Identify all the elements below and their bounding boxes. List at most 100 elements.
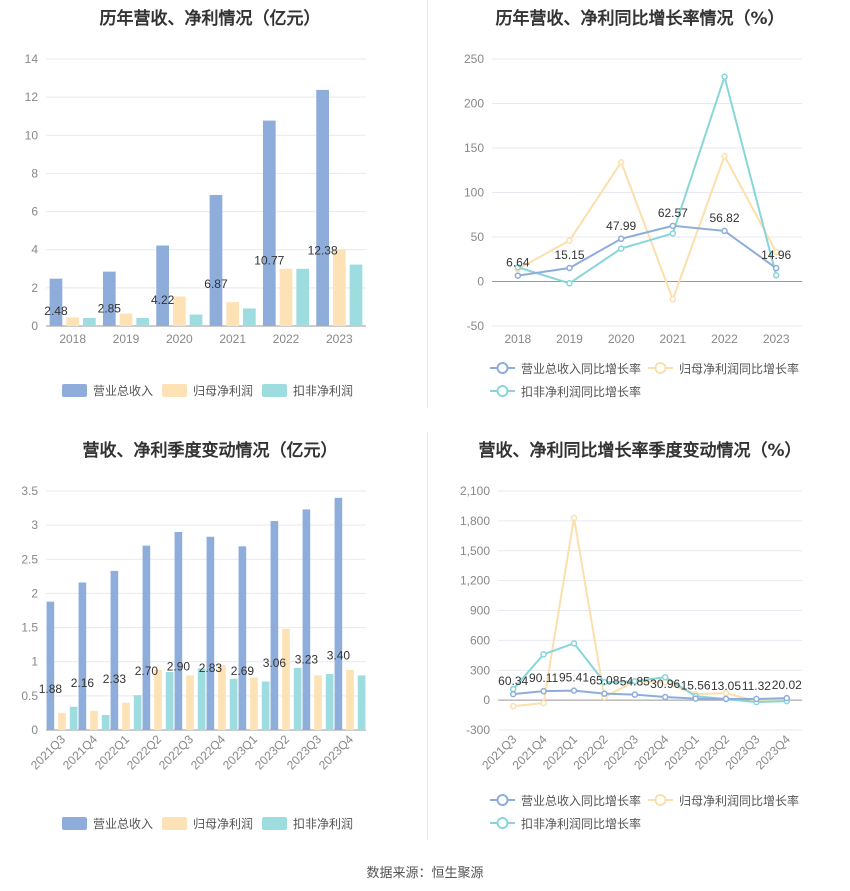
x-tick-label: 2023Q4	[753, 732, 793, 772]
y-tick-label: 6	[31, 205, 38, 219]
legend-label: 营业总收入	[93, 384, 153, 398]
x-tick-label: 2022	[273, 332, 300, 346]
legend-swatch	[262, 384, 287, 397]
data-source: 数据来源：恒生聚源	[366, 866, 484, 881]
divider-vertical	[427, 0, 428, 408]
y-tick-label: 150	[464, 141, 484, 155]
data-label: 4.22	[151, 293, 175, 307]
y-tick-label: 1	[31, 655, 38, 669]
series-line	[517, 153, 778, 303]
data-point	[570, 687, 578, 694]
bar-net-profit	[186, 675, 194, 730]
chart-title: 历年营收、净利情况（亿元）	[99, 9, 321, 29]
bar-revenue	[46, 601, 55, 730]
legend-label: 归母净利润同比增长率	[679, 361, 799, 376]
bar-net-profit	[279, 268, 293, 326]
data-label: 30.96	[650, 677, 680, 691]
quarterly-growth-chart: -30003006009001,2001,5001,8002,1002021Q3…	[460, 484, 802, 831]
bar-revenue	[302, 509, 311, 730]
data-label: 6.87	[204, 277, 228, 291]
bar-deducted-net-profit	[165, 671, 174, 730]
bar-net-profit	[218, 665, 226, 730]
data-label: 14.96	[761, 248, 791, 262]
data-label: 15.56	[681, 679, 711, 693]
data-point	[661, 673, 669, 681]
bar-deducted-net-profit	[349, 264, 363, 326]
x-tick-label: 2023Q1	[220, 732, 260, 772]
y-tick-label: 1.5	[21, 621, 38, 635]
bar-net-profit	[90, 710, 98, 730]
legend-label: 归母净利润	[193, 817, 253, 831]
data-label: 2.83	[199, 661, 223, 675]
x-tick-label: 2021	[219, 332, 246, 346]
data-label: 13.05	[711, 679, 741, 693]
bar-net-profit	[346, 669, 354, 730]
legend-swatch	[162, 817, 187, 830]
series-line	[513, 689, 787, 700]
bar-revenue	[49, 278, 63, 326]
legend-marker	[654, 362, 667, 374]
y-tick-label: 250	[464, 52, 484, 66]
x-tick-label: 2021Q3	[28, 732, 68, 772]
data-label: 3.23	[295, 652, 319, 666]
data-label: 2.85	[98, 302, 122, 316]
y-tick-label: 600	[470, 633, 490, 647]
data-label: 2.16	[71, 676, 95, 690]
bar-deducted-net-profit	[261, 681, 270, 730]
data-point	[721, 73, 728, 81]
x-tick-label: 2023Q4	[316, 732, 356, 772]
data-point	[772, 264, 780, 272]
bar-revenue	[238, 546, 247, 730]
legend-swatch	[262, 817, 287, 830]
bar-revenue	[110, 570, 119, 730]
data-point	[721, 227, 728, 235]
bar-net-profit	[66, 317, 80, 326]
data-point	[661, 693, 669, 701]
x-tick-label: 2022Q4	[188, 732, 228, 772]
data-point	[509, 702, 517, 710]
legend-marker	[654, 794, 667, 806]
bar-deducted-net-profit	[325, 674, 334, 730]
bar-net-profit	[58, 712, 66, 730]
legend-marker	[496, 817, 509, 829]
legend-swatch	[62, 817, 87, 830]
bar-net-profit	[282, 628, 290, 730]
data-point	[753, 695, 760, 703]
data-label: 20.02	[772, 678, 802, 692]
y-tick-label: 0	[31, 319, 38, 333]
bar-revenue	[102, 271, 116, 326]
bar-net-profit	[119, 313, 133, 326]
y-tick-label: -300	[466, 723, 490, 737]
legend-marker	[496, 362, 509, 374]
bar-net-profit	[154, 669, 162, 730]
data-label: 2.33	[103, 672, 127, 686]
y-tick-label: -50	[467, 319, 485, 333]
bar-revenue	[206, 536, 215, 730]
x-tick-label: 2022Q3	[156, 732, 196, 772]
data-point	[617, 158, 625, 166]
data-point	[631, 677, 639, 685]
x-tick-label: 2022Q2	[124, 732, 164, 772]
x-tick-label: 2018	[504, 332, 531, 346]
bar-net-profit	[172, 296, 186, 326]
data-label: 47.99	[606, 219, 636, 233]
x-tick-label: 2023Q2	[252, 732, 292, 772]
x-tick-label: 2021Q4	[60, 732, 100, 772]
legend-label: 营业总收入同比增长率	[521, 361, 641, 376]
divider-vertical-lower	[427, 432, 428, 840]
data-point	[514, 272, 522, 279]
data-label: 2.70	[135, 664, 159, 678]
data-label: 2.48	[44, 304, 68, 318]
bar-revenue	[270, 521, 279, 730]
data-point	[601, 690, 608, 697]
bar-net-profit	[226, 302, 240, 326]
chart-panel-quarterly-revenue: 营收、净利季度变动情况（亿元） 0 0.5 1 1.5 2 2.5 3 3.5 2021Q3 20…	[0, 430, 420, 850]
x-tick-label: 2019	[113, 332, 140, 346]
data-label: 90.11	[529, 671, 558, 685]
legend-marker	[496, 794, 509, 806]
bar-net-profit	[314, 675, 322, 730]
y-tick-label: 0	[477, 275, 484, 289]
y-tick-label: 900	[470, 604, 490, 618]
bar-revenue	[142, 545, 151, 730]
data-label: 65.08	[589, 674, 619, 688]
